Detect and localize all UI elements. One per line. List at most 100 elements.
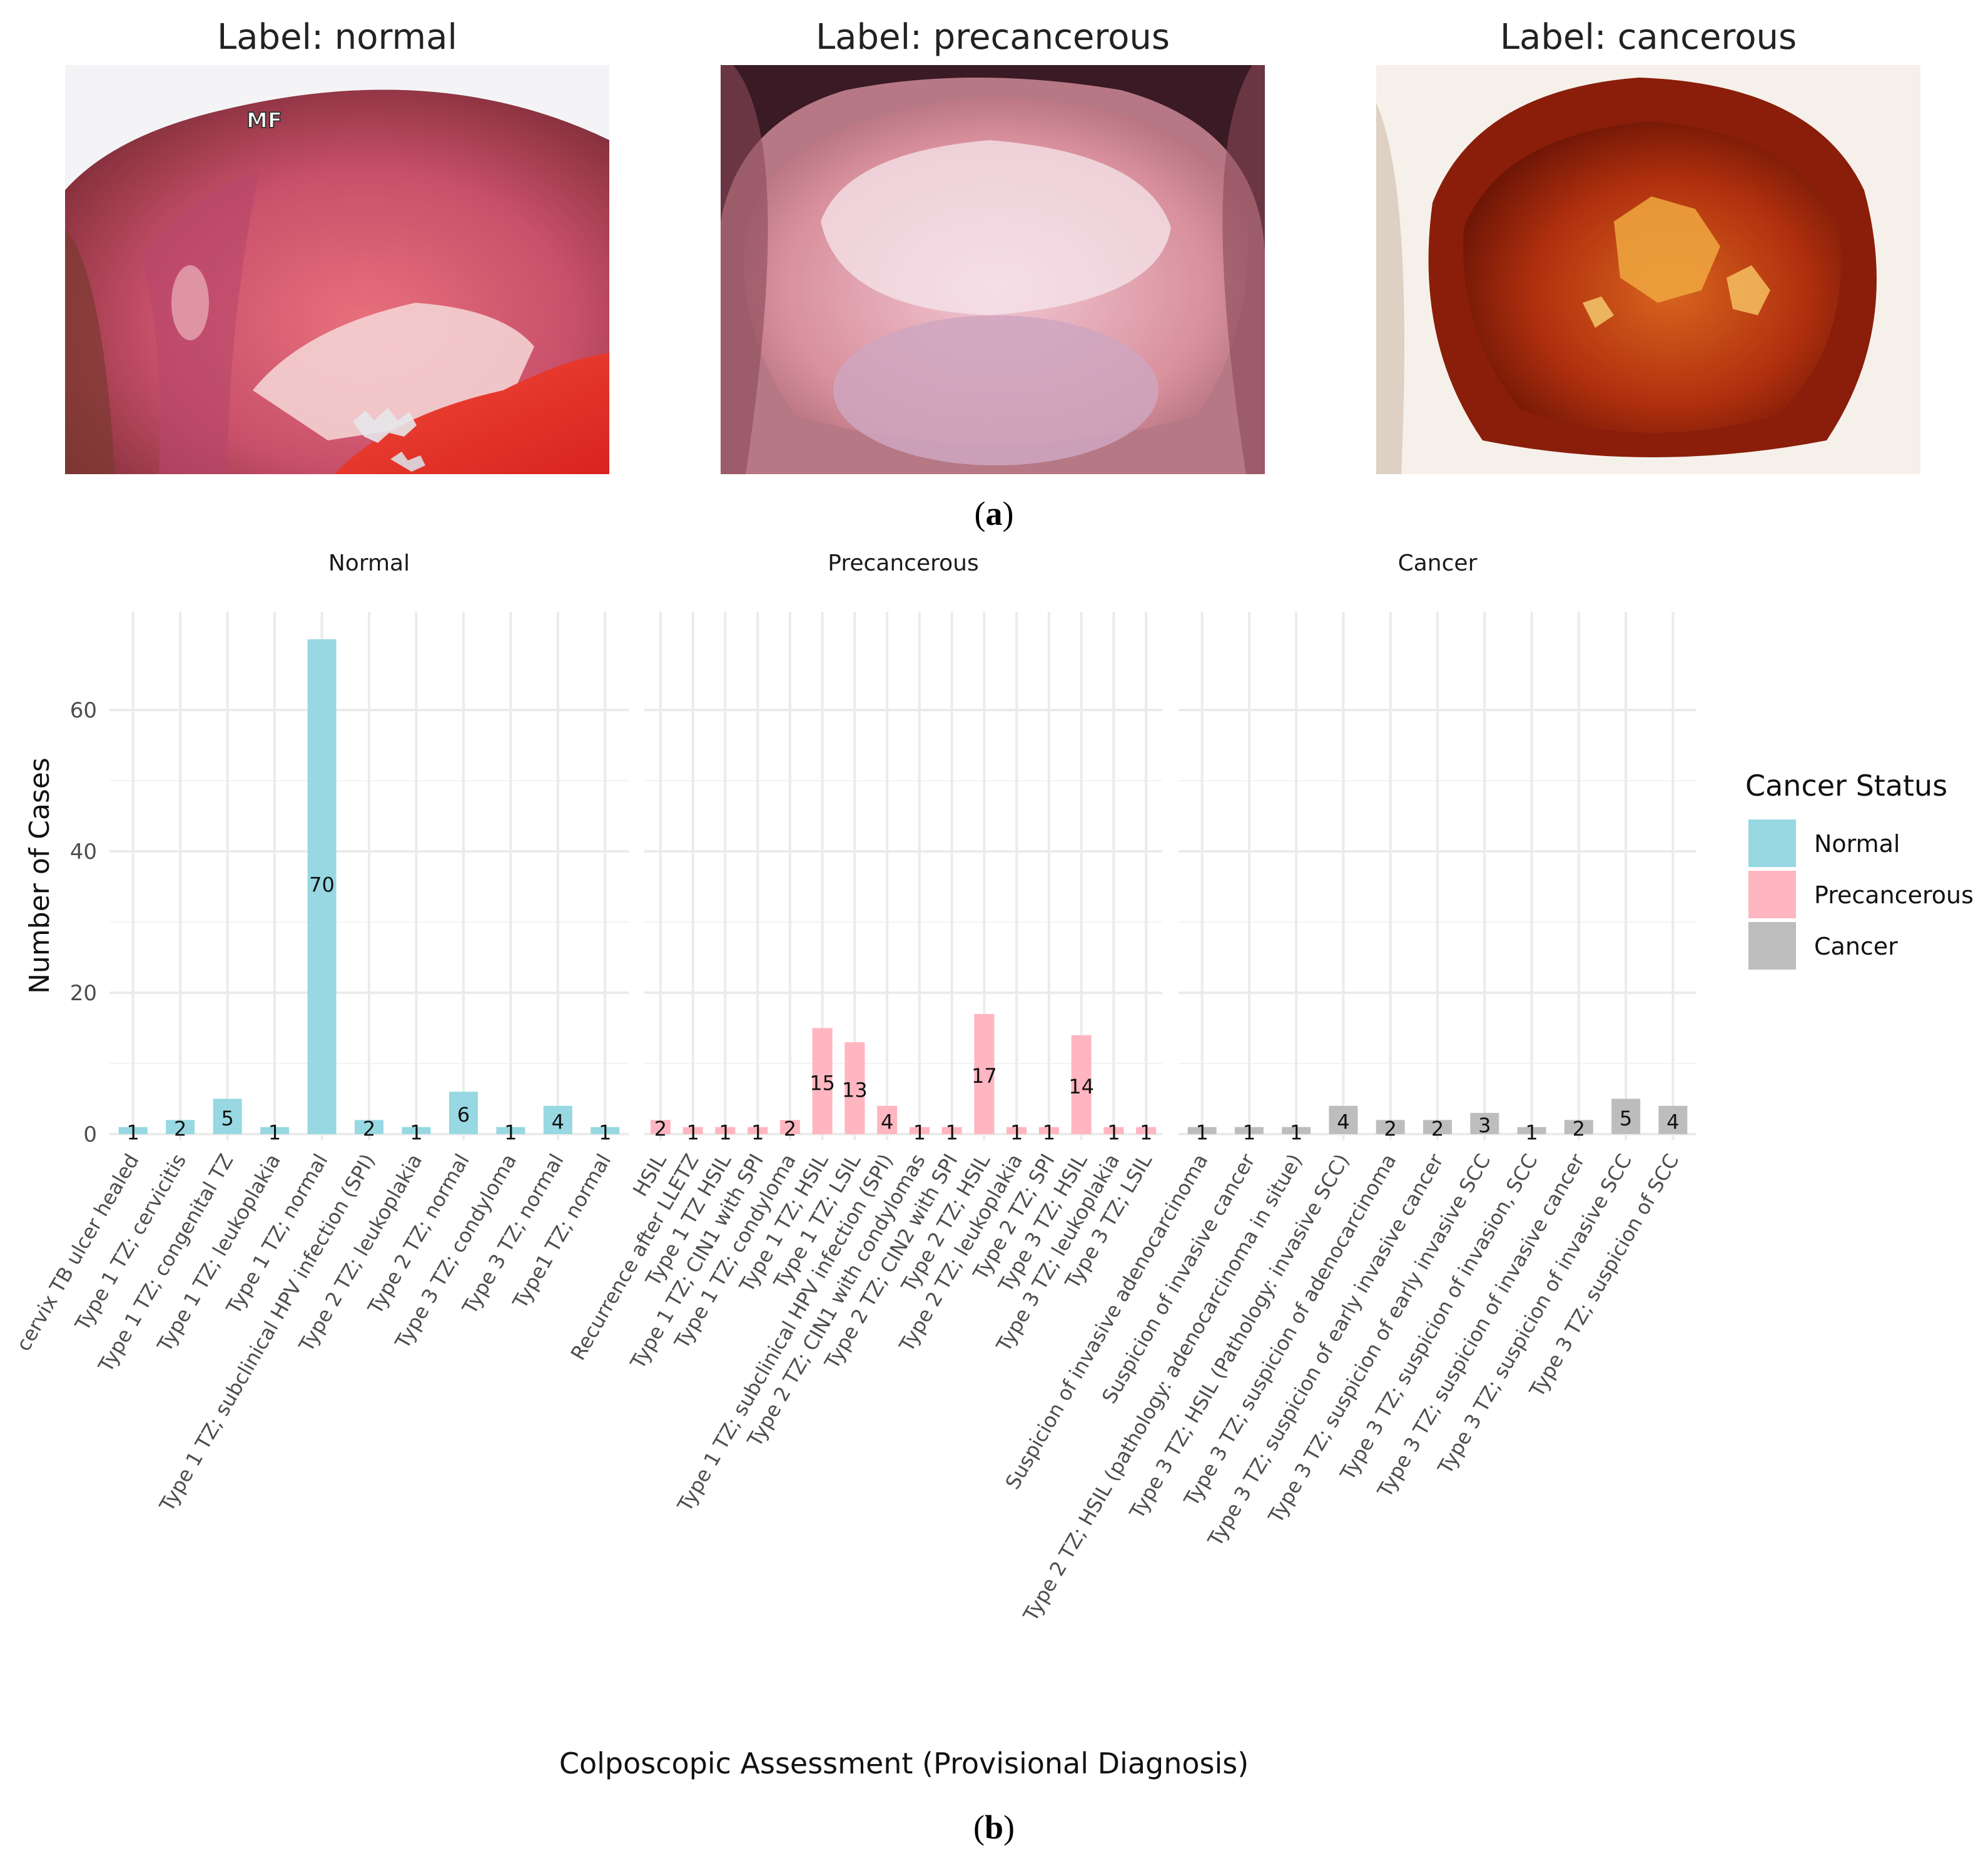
- bar: [260, 1127, 290, 1134]
- bar: [1376, 1120, 1405, 1134]
- legend-swatch: [1748, 819, 1796, 867]
- bar-value-label: 5: [1620, 1107, 1632, 1130]
- photo-precancerous: [721, 65, 1265, 474]
- bar: [166, 1120, 195, 1134]
- bar-value-label: 1: [1525, 1120, 1538, 1144]
- bar: [307, 639, 337, 1134]
- bar: [118, 1127, 148, 1134]
- caption-a-letter: a: [985, 495, 1003, 532]
- bar: [496, 1127, 525, 1134]
- bar-value-label: 2: [1431, 1117, 1444, 1141]
- caption-a-open: (: [974, 495, 986, 532]
- panel-a: Label: normal: [0, 0, 1988, 563]
- bar-value-label: 1: [599, 1120, 611, 1144]
- y-axis-title: Number of Cases: [24, 758, 56, 994]
- bar-value-label: 14: [1068, 1075, 1094, 1098]
- bar-value-label: 1: [268, 1120, 281, 1144]
- y-tick-label: 60: [70, 698, 97, 723]
- bar: [1282, 1127, 1311, 1134]
- legend-swatch: [1748, 922, 1796, 970]
- bar: [650, 1120, 671, 1134]
- bar: [1103, 1127, 1124, 1134]
- photo-title-precancerous: Label: precancerous: [815, 17, 1170, 58]
- legend-title: Cancer Status: [1745, 769, 1947, 803]
- bar-value-label: 1: [719, 1120, 731, 1144]
- bar: [974, 1013, 995, 1134]
- bar: [1517, 1127, 1546, 1134]
- bar-value-label: 2: [784, 1117, 796, 1141]
- caption-b-open: (: [973, 1808, 985, 1846]
- facet-title: Cancer: [1398, 550, 1478, 576]
- bar: [748, 1127, 768, 1134]
- bar-value-label: 3: [1478, 1113, 1491, 1137]
- bar-value-label: 13: [842, 1078, 868, 1102]
- bar: [449, 1092, 478, 1134]
- bar: [1564, 1120, 1593, 1134]
- bar-value-label: 15: [809, 1071, 835, 1095]
- bar-value-label: 4: [1666, 1110, 1679, 1133]
- bar-value-label: 4: [1337, 1110, 1349, 1133]
- photo-normal: MF: [65, 65, 609, 474]
- bar-value-label: 4: [881, 1110, 893, 1133]
- y-tick-label: 40: [70, 839, 97, 865]
- legend-label: Cancer: [1814, 933, 1898, 960]
- bar: [1423, 1120, 1452, 1134]
- legend-swatch: [1748, 871, 1796, 918]
- bar: [877, 1105, 898, 1134]
- caption-b-letter: b: [984, 1808, 1004, 1846]
- bar-value-label: 1: [686, 1120, 699, 1144]
- x-axis-title: Colposcopic Assessment (Provisional Diag…: [559, 1747, 1249, 1780]
- bar-value-label: 17: [971, 1064, 997, 1088]
- bar: [1071, 1035, 1092, 1134]
- photo-title-normal: Label: normal: [217, 17, 457, 58]
- caption-a: (a): [931, 494, 1057, 533]
- bar-value-label: 1: [127, 1120, 139, 1144]
- bar-value-label: 1: [1243, 1120, 1255, 1144]
- bar: [1470, 1113, 1499, 1134]
- facet-title: Normal: [328, 550, 410, 576]
- y-tick-label: 20: [70, 981, 97, 1006]
- bar: [1007, 1127, 1027, 1134]
- bar: [591, 1127, 620, 1134]
- bar-value-label: 1: [751, 1120, 764, 1144]
- bar-value-label: 1: [1010, 1120, 1023, 1144]
- bar-value-label: 1: [945, 1120, 958, 1144]
- caption-b: (b): [931, 1808, 1057, 1847]
- bar: [682, 1127, 703, 1134]
- bar-value-label: 2: [1573, 1117, 1585, 1141]
- bar-value-label: 1: [913, 1120, 926, 1144]
- caption-a-close: ): [1002, 495, 1014, 532]
- bar: [1329, 1105, 1358, 1134]
- legend-label: Normal: [1814, 830, 1900, 858]
- bar-value-label: 4: [552, 1110, 564, 1133]
- bar-value-label: 2: [654, 1117, 667, 1141]
- bar-value-label: 2: [174, 1117, 186, 1141]
- photo-precancerous-drawing: [721, 65, 1265, 474]
- bar: [1038, 1127, 1059, 1134]
- bar-value-label: 2: [1384, 1117, 1397, 1141]
- bar-value-label: 1: [504, 1120, 517, 1144]
- bar: [355, 1120, 383, 1134]
- bar: [1136, 1127, 1157, 1134]
- bar: [909, 1127, 930, 1134]
- bar: [1611, 1098, 1641, 1134]
- photo-cancerous-drawing: [1376, 65, 1920, 474]
- bar-value-label: 1: [1043, 1120, 1055, 1144]
- photo-title-cancerous: Label: cancerous: [1499, 17, 1797, 58]
- bar: [213, 1098, 242, 1134]
- bar: [779, 1120, 800, 1134]
- bar: [543, 1105, 572, 1134]
- bar: [1187, 1127, 1217, 1134]
- bar-value-label: 70: [309, 873, 335, 897]
- bar: [941, 1127, 962, 1134]
- bar: [844, 1042, 865, 1134]
- bar: [812, 1028, 833, 1134]
- facet-title: Precancerous: [828, 550, 978, 576]
- bar-value-label: 1: [1290, 1120, 1302, 1144]
- bar-value-label: 6: [457, 1103, 470, 1127]
- caption-b-close: ): [1003, 1808, 1015, 1846]
- photo-normal-drawing: MF: [65, 65, 609, 474]
- bar-value-label: 1: [1107, 1120, 1120, 1144]
- bar-value-label: 1: [410, 1120, 422, 1144]
